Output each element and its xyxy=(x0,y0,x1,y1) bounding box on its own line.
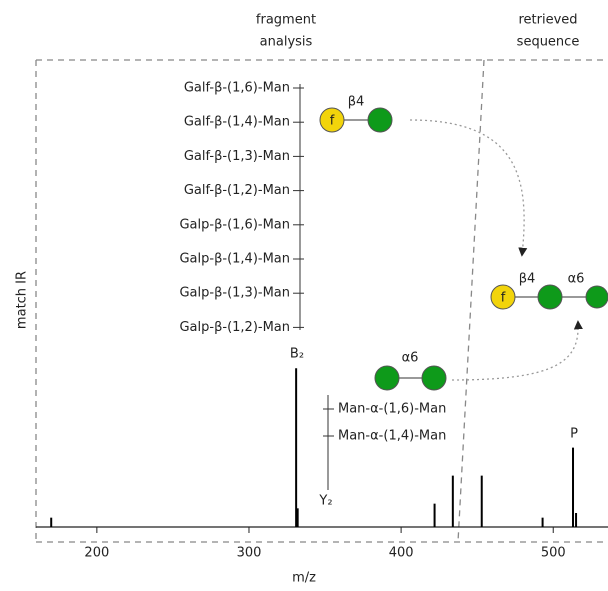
panel-title: fragment xyxy=(256,13,316,28)
x-tick-label: 200 xyxy=(84,546,109,561)
man-glyph xyxy=(537,284,563,310)
linkage-label: Man-α-(1,6)-Man xyxy=(338,402,446,417)
fragment-label: Galf-β-(1,3)-Man xyxy=(184,149,290,164)
glyph-label: f xyxy=(330,114,335,129)
glyph-label: f xyxy=(501,291,506,306)
arrow xyxy=(409,119,528,257)
fragment-label: Galp-β-(1,2)-Man xyxy=(179,320,290,335)
panel-divider xyxy=(457,59,485,543)
peak-label: Y₂ xyxy=(318,494,332,509)
peak-label: B₂ xyxy=(290,347,304,362)
x-tick-label: 300 xyxy=(237,546,262,561)
y-axis-label: match IR xyxy=(15,271,30,329)
fragment-label: Galf-β-(1,2)-Man xyxy=(184,183,290,198)
man-glyph xyxy=(367,107,393,133)
man-glyph xyxy=(421,365,447,391)
fragment-label: Galf-β-(1,4)-Man xyxy=(184,115,290,130)
fragment-label: Galp-β-(1,3)-Man xyxy=(179,286,290,301)
panel-title: sequence xyxy=(517,35,580,50)
glyph-label: α6 xyxy=(402,351,419,366)
man-glyph xyxy=(585,285,608,309)
panel-title: analysis xyxy=(260,35,313,50)
glyph-label: β4 xyxy=(519,272,536,287)
fragment-label: Galf-β-(1,6)-Man xyxy=(184,81,290,96)
x-tick-label: 400 xyxy=(389,546,414,561)
x-tick-label: 500 xyxy=(541,546,566,561)
glyph-label: β4 xyxy=(348,95,365,110)
fragment-label: Galp-β-(1,6)-Man xyxy=(179,217,290,232)
linkage-label: Man-α-(1,4)-Man xyxy=(338,429,446,444)
arrow xyxy=(451,320,583,381)
glyph-label: α6 xyxy=(568,272,585,287)
man-glyph xyxy=(374,365,400,391)
peak-label: P xyxy=(570,427,578,442)
panel-title: retrieved xyxy=(518,13,577,28)
x-axis-label: m/z xyxy=(292,571,316,586)
fragment-label: Galp-β-(1,4)-Man xyxy=(179,252,290,267)
galf-glyph xyxy=(319,107,345,133)
galf-glyph xyxy=(490,284,516,310)
